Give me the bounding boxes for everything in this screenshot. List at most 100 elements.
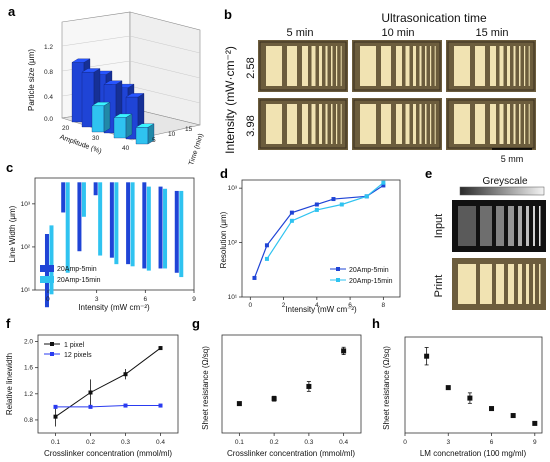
panel-h-xtick-label-3: 9 <box>533 439 537 446</box>
panel-letter-b: b <box>224 7 232 22</box>
range-bar-1-2 <box>81 182 86 217</box>
series-1-point-3 <box>158 403 163 408</box>
panel-d-xtick-label-2: 4 <box>315 302 319 309</box>
panel-c-xtick-label-2: 6 <box>144 296 148 303</box>
photo-border-r1-c1 <box>353 99 441 149</box>
panel-f-series <box>53 346 163 427</box>
panel-f-ylabel: Relative linewidth <box>5 353 14 415</box>
panel-d-legend: 20Amp-5min 20Amp-15min <box>330 267 393 285</box>
photo-border-r0-c1 <box>353 41 441 91</box>
panel-b-photo-grid <box>258 40 536 150</box>
printed-line-r0-c1-8 <box>434 46 436 86</box>
panel-c-xlabel: Intensity (mW cm⁻²) <box>78 303 150 312</box>
series-1-point-3 <box>339 202 344 207</box>
bar3d-front-r2-c2 <box>135 127 149 145</box>
range-bar-1-8 <box>179 190 184 278</box>
panel-a-xtick-2: 40 <box>122 145 130 152</box>
panel-e-print-line-5 <box>526 264 529 304</box>
printed-line-r1-c2-0 <box>454 104 470 144</box>
printed-line-r0-c1-5 <box>419 46 422 86</box>
panel-a-gridlines <box>61 35 201 104</box>
printed-line-r0-c2-0 <box>454 46 470 86</box>
printed-line-r1-c0-6 <box>331 104 333 144</box>
panel-e-input-line-2 <box>496 206 504 246</box>
panel-c-xtick-label-1: 3 <box>95 296 99 303</box>
panel-d-xtick-label-0: 0 <box>249 302 253 309</box>
printed-line-r1-c1-6 <box>425 104 427 144</box>
series-1-point-0 <box>53 404 58 409</box>
panel-h-xtick-label-1: 3 <box>446 439 450 446</box>
panel-c-frame <box>34 177 195 291</box>
panel-d-frame <box>241 179 401 298</box>
range-bar-1-3 <box>98 182 103 256</box>
printed-line-r1-c1-2 <box>396 104 402 144</box>
printed-line-r0-c0-2 <box>302 46 308 86</box>
panel-h-point-4 <box>510 413 516 419</box>
printed-line-r1-c0-4 <box>319 104 322 144</box>
panel-g-ylabel: Sheet resistance (Ω/sq) <box>201 346 210 430</box>
greyscale-gradient-bar <box>459 186 545 196</box>
printed-line-r1-c1-5 <box>419 104 422 144</box>
panel-h-point-0 <box>424 353 430 359</box>
panel-letter-g: g <box>192 316 200 331</box>
printed-line-r0-c0-4 <box>319 46 322 86</box>
printed-line-r0-c0-7 <box>336 46 338 86</box>
panel-g: 0.1 0.2 0.3 0.4 Sheet resistance (Ω/sq) Cro… <box>201 334 362 458</box>
printed-line-r1-c0-5 <box>325 104 328 144</box>
panel-a-ztick-2: 15 <box>185 126 193 133</box>
panel-a-xtick-0: 20 <box>62 125 70 132</box>
panel-h-point-1 <box>445 385 451 391</box>
printed-line-r1-c0-8 <box>340 104 342 144</box>
range-bar-1-5 <box>130 182 135 267</box>
panel-d: 0 2 4 6 8 10¹ 10² 10³ Resolution (μm) Intensity… <box>219 179 401 314</box>
series-0-point-1 <box>88 390 93 395</box>
series-line-1 <box>55 405 161 408</box>
legend-swatch-20amp-5min <box>40 265 54 272</box>
panel-h-point-3 <box>489 406 495 412</box>
panel-f-xtick-label-3: 0.4 <box>156 439 165 446</box>
panel-g-point-0 <box>236 401 242 407</box>
panel-e-input-line-0 <box>458 206 476 246</box>
panel-f-ticks: 0.1 0.2 0.3 0.4 0.8 1.2 1.6 2.0 <box>24 339 165 446</box>
panel-c-legend: 20Amp-5min 20Amp-15min <box>40 265 101 284</box>
printed-line-r1-c0-1 <box>287 104 297 144</box>
panel-e-print-line-1 <box>480 264 492 304</box>
panel-b-col-label-1: 10 min <box>381 27 414 39</box>
series-1-point-1 <box>88 404 93 409</box>
panel-c-legend-label-0: 20Amp-5min <box>57 266 97 273</box>
panel-d-ytick-label-2: 10³ <box>228 185 238 192</box>
printed-line-r0-c0-0 <box>266 46 282 86</box>
panel-c-bars <box>44 182 184 308</box>
panel-c-ytick-label-2: 10³ <box>21 201 31 208</box>
bar3d-top-r2-c0 <box>91 102 111 106</box>
panel-a: 0.0 0.4 0.8 1.2 Particle size (μm) 20 30… <box>27 11 205 166</box>
printed-line-r1-c2-7 <box>524 104 526 144</box>
panel-c-legend-label-1: 20Amp-15min <box>57 277 101 284</box>
panel-e-input-line-1 <box>480 206 492 246</box>
panel-f-xlabel: Crosslinker concentration (mmol/ml) <box>44 449 172 458</box>
bar3d-side-r2-c1 <box>125 113 133 139</box>
panel-e-print-line-2 <box>496 264 504 304</box>
panel-e-greyscale-label: Greyscale <box>482 176 527 187</box>
printed-line-r0-c1-3 <box>405 46 410 86</box>
series-0-point-0 <box>53 414 58 419</box>
panel-e-print-line-6 <box>533 264 535 304</box>
panel-a-ylabel: Particle size (μm) <box>27 49 36 111</box>
printed-line-r0-c1-2 <box>396 46 402 86</box>
panel-a-ytick-2: 0.8 <box>44 69 53 76</box>
panel-letter-h: h <box>372 316 380 331</box>
printed-line-r0-c2-4 <box>507 46 510 86</box>
legend-marker-20amp-15min <box>336 278 340 282</box>
printed-line-r1-c1-0 <box>360 104 376 144</box>
panel-f-ytick-label-2: 1.6 <box>24 365 33 372</box>
series-0-point-0 <box>252 275 257 280</box>
photo-border-r1-c0 <box>259 99 347 149</box>
panel-f-xtick-label-0: 0.1 <box>51 439 60 446</box>
panel-g-points <box>236 346 347 407</box>
legend-marker-20amp-5min <box>336 267 340 271</box>
printed-line-r0-c0-1 <box>287 46 297 86</box>
printed-line-r0-c1-7 <box>430 46 432 86</box>
panel-e-print-line-7 <box>539 264 541 304</box>
printed-line-r1-c1-1 <box>381 104 391 144</box>
printed-line-r1-c1-3 <box>405 104 410 144</box>
